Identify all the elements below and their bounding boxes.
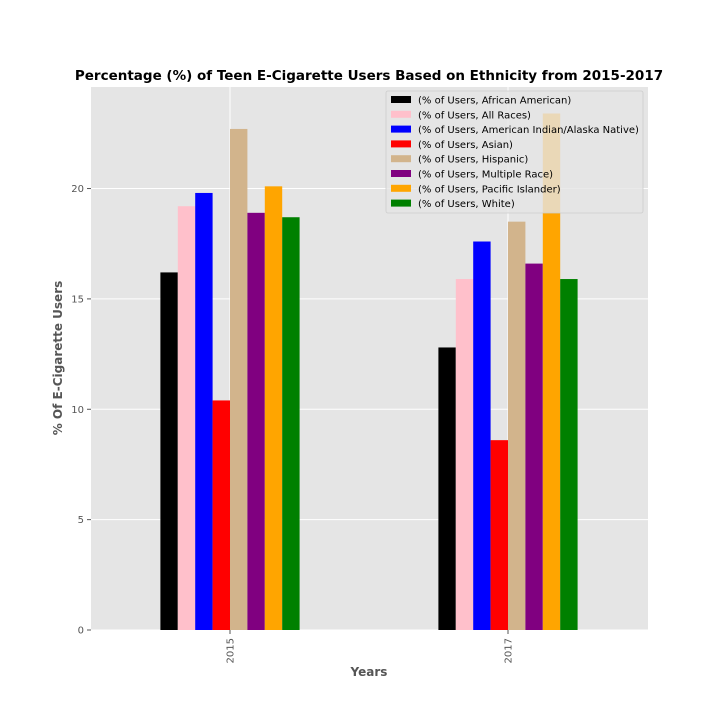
legend-label: (% of Users, Pacific Islander) <box>418 184 561 195</box>
bars <box>160 113 578 631</box>
bar <box>282 217 300 631</box>
y-axis-label: % Of E-Cigarette Users <box>51 281 65 436</box>
legend-label: (% of Users, Asian) <box>418 140 513 151</box>
bar <box>212 400 230 630</box>
bar <box>560 279 578 630</box>
chart-title: Percentage (%) of Teen E-Cigarette Users… <box>75 68 663 84</box>
legend-label: (% of Users, American Indian/Alaska Nati… <box>418 125 639 136</box>
y-tick-label: 0 <box>78 626 84 637</box>
x-axis-label: Years <box>350 665 388 679</box>
y-tick-label: 10 <box>71 405 84 416</box>
legend-label: (% of Users, All Races) <box>418 110 531 121</box>
legend-label: (% of Users, White) <box>418 199 515 210</box>
legend-label: (% of Users, African American) <box>418 96 571 107</box>
legend-frame <box>385 90 644 214</box>
bar <box>438 347 456 630</box>
bar <box>195 192 213 630</box>
y-tick-label: 15 <box>71 294 84 305</box>
x-tick-label: 2017 <box>504 638 515 663</box>
bar <box>177 206 196 630</box>
legend-swatch <box>391 96 411 103</box>
legend-label: (% of Users, Multiple Race) <box>418 170 553 181</box>
legend-swatch <box>391 110 411 118</box>
legend-swatch <box>391 140 411 148</box>
legend-swatch <box>391 199 411 207</box>
y-axis-ticks: 0 5 10 15 20 <box>71 184 91 637</box>
bar <box>247 212 265 630</box>
bar <box>508 221 526 630</box>
y-tick-label: 20 <box>71 184 84 195</box>
bar <box>264 186 283 630</box>
legend-swatch <box>391 125 411 133</box>
legend-swatch <box>391 155 411 163</box>
bar <box>542 113 561 631</box>
x-axis-ticks: 2015 2017 <box>226 630 515 663</box>
bar <box>230 128 248 630</box>
bar <box>160 272 178 630</box>
legend-label: (% of Users, Hispanic) <box>418 155 528 166</box>
bar <box>455 279 474 630</box>
legend: (% of Users, African American) (% of User… <box>385 90 644 214</box>
legend-swatch <box>391 184 411 192</box>
x-tick-label: 2015 <box>226 638 237 663</box>
bar <box>490 440 508 630</box>
bar <box>473 241 491 630</box>
y-tick-label: 5 <box>78 515 84 526</box>
bar <box>525 263 543 630</box>
legend-swatch <box>391 170 411 177</box>
